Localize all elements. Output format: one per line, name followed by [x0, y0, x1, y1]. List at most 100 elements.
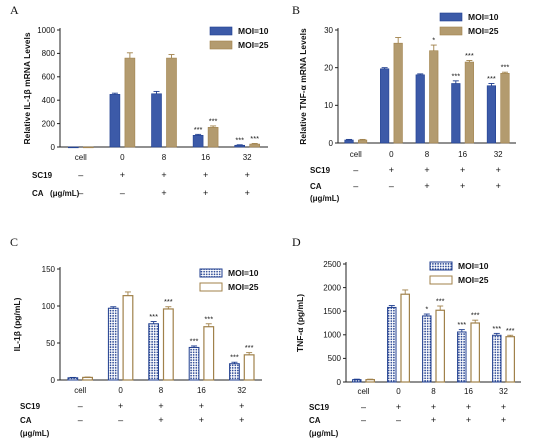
- condition-label: CA: [32, 189, 44, 198]
- y-tick-label: 1000: [323, 331, 341, 340]
- x-tick-label: 8: [425, 150, 430, 159]
- panel-letter: C: [10, 235, 18, 249]
- x-tick-label: cell: [74, 386, 86, 395]
- y-tick-label: 800: [42, 49, 56, 58]
- bar-moi10-32: [492, 334, 502, 383]
- significance-marker: ***: [245, 343, 254, 352]
- bar-moi25-8: [162, 308, 174, 381]
- bar-moi25-cell: [357, 139, 368, 144]
- y-tick-label: 0: [51, 376, 56, 385]
- condition-label: SC19: [309, 403, 330, 412]
- condition-label: SC19: [310, 166, 331, 175]
- y-tick-label: 200: [42, 119, 56, 128]
- y-tick-label: 50: [46, 339, 55, 348]
- legend-swatch: [199, 282, 223, 292]
- x-tick-label: 16: [201, 153, 210, 162]
- bar-moi25-32: [500, 73, 510, 144]
- panel-letter: D: [292, 235, 301, 249]
- condition-label: SC19: [32, 171, 53, 180]
- bar-moi10-cell: [344, 139, 354, 144]
- bar-moi25-0: [393, 42, 403, 144]
- x-tick-label: 0: [396, 387, 401, 396]
- condition-mark: –: [361, 402, 366, 412]
- x-tick-label: 8: [162, 153, 167, 162]
- legend-swatch: [209, 40, 233, 50]
- x-tick-label: 0: [389, 150, 394, 159]
- bar-moi10-32: [486, 85, 497, 144]
- legend-label: MOI=25: [238, 40, 269, 50]
- condition-mark: +: [460, 165, 465, 175]
- y-tick-label: 1000: [37, 26, 55, 35]
- legend-label: MOI=10: [228, 268, 259, 278]
- y-tick-label: 400: [42, 96, 56, 105]
- condition-mark: +: [245, 188, 250, 198]
- legend-label: MOI=25: [458, 275, 489, 285]
- bar-moi10-8: [151, 93, 162, 148]
- x-tick-label: 16: [464, 387, 473, 396]
- bar-moi10-0: [109, 94, 121, 148]
- bar-moi10-8: [422, 315, 432, 383]
- condition-mark: +: [501, 415, 506, 425]
- condition-mark: +: [431, 402, 436, 412]
- y-axis-title: Relative TNF-α mRNA Levels: [298, 28, 308, 145]
- condition-unit-label: (μg/mL): [50, 189, 80, 198]
- x-tick-label: 8: [431, 387, 436, 396]
- condition-mark: +: [199, 415, 204, 425]
- condition-unit-label: (μg/mL): [20, 429, 50, 438]
- legend-swatch: [439, 12, 463, 22]
- x-tick-label: 32: [237, 386, 246, 395]
- bar-moi25-32: [505, 336, 515, 383]
- bar-moi25-16: [470, 322, 480, 383]
- significance-marker: ***: [471, 311, 480, 320]
- bar-moi10-0: [387, 306, 397, 383]
- bar-moi25-32: [249, 143, 260, 148]
- condition-mark: +: [199, 401, 204, 411]
- condition-unit-label: (μg/mL): [309, 429, 339, 438]
- bar-moi25-cell: [365, 379, 375, 383]
- bar-moi25-16: [207, 127, 219, 148]
- condition-mark: +: [118, 401, 123, 411]
- condition-mark: +: [496, 181, 501, 191]
- condition-mark: +: [466, 415, 471, 425]
- panel-a: A 0 200 400 600 800 1000 Relative IL-1β mRNA Le…: [10, 3, 269, 198]
- condition-label: SC19: [20, 402, 41, 411]
- significance-marker: ***: [149, 312, 158, 321]
- legend-swatch: [199, 268, 223, 278]
- legend-label: MOI=10: [458, 261, 489, 271]
- significance-marker: ***: [451, 71, 460, 80]
- condition-mark: +: [431, 415, 436, 425]
- condition-mark: –: [78, 401, 83, 411]
- x-tick-label: cell: [75, 153, 87, 162]
- significance-marker: *: [425, 305, 428, 314]
- condition-mark: +: [424, 165, 429, 175]
- panel-letter: B: [292, 3, 300, 17]
- x-tick-label: 16: [458, 150, 467, 159]
- condition-mark: +: [424, 181, 429, 191]
- x-tick-label: cell: [357, 387, 369, 396]
- condition-mark: –: [78, 170, 83, 180]
- condition-mark: +: [501, 402, 506, 412]
- condition-mark: +: [496, 165, 501, 175]
- y-tick-label: 1500: [323, 307, 341, 316]
- significance-marker: ***: [164, 297, 173, 306]
- panel-b: B 0 10 20 30 Relative TNF-α mRNA Levels cell 0 *…: [292, 3, 516, 203]
- y-tick-label: 500: [328, 354, 342, 363]
- condition-label: CA: [309, 416, 321, 425]
- x-tick-label: 16: [197, 386, 206, 395]
- y-tick-label: 0: [329, 139, 334, 148]
- y-axis-title: TNF-α (pg/mL): [295, 294, 305, 352]
- y-tick-label: 20: [324, 63, 333, 72]
- condition-mark: +: [203, 188, 208, 198]
- x-tick-label: 32: [499, 387, 508, 396]
- condition-unit-label: (μg/mL): [310, 194, 340, 203]
- bar-moi25-16: [464, 61, 474, 144]
- legend-swatch: [439, 26, 463, 36]
- condition-mark: –: [120, 188, 125, 198]
- condition-label: CA: [310, 182, 322, 191]
- bar-moi25-8: [429, 50, 439, 144]
- legend-label: MOI=25: [468, 26, 499, 36]
- condition-mark: +: [460, 181, 465, 191]
- significance-marker: ***: [506, 326, 515, 335]
- condition-mark: +: [158, 415, 163, 425]
